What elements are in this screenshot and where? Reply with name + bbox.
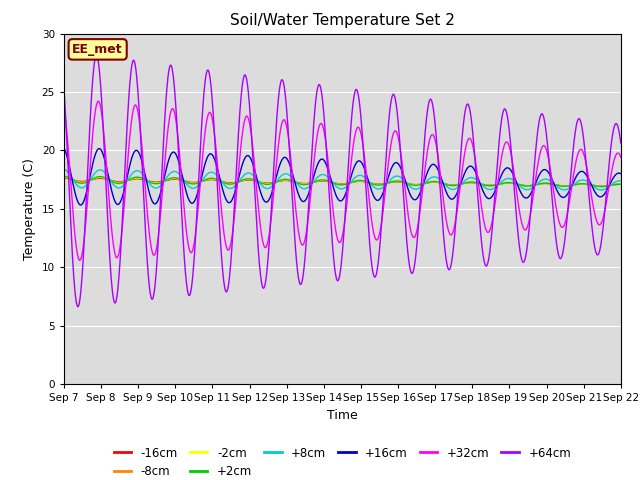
Line: -8cm: -8cm: [64, 177, 621, 186]
+16cm: [216, 174, 223, 180]
+32cm: [371, 235, 379, 240]
+32cm: [359, 142, 367, 148]
-2cm: [358, 178, 366, 184]
-8cm: [504, 180, 512, 186]
+32cm: [505, 142, 513, 147]
-16cm: [504, 180, 512, 186]
-16cm: [60, 175, 68, 181]
+64cm: [60, 86, 68, 92]
+64cm: [505, 122, 513, 128]
+2cm: [598, 184, 605, 190]
+32cm: [76, 257, 84, 263]
-16cm: [371, 181, 378, 187]
+64cm: [617, 140, 625, 146]
+2cm: [504, 180, 512, 185]
-8cm: [583, 181, 591, 187]
Text: EE_met: EE_met: [72, 43, 123, 56]
-16cm: [583, 181, 591, 187]
+32cm: [95, 98, 102, 104]
+64cm: [584, 176, 591, 181]
+64cm: [371, 274, 379, 280]
-16cm: [216, 178, 223, 184]
+8cm: [617, 178, 625, 184]
-2cm: [617, 181, 625, 187]
Line: +64cm: +64cm: [64, 55, 621, 307]
Title: Soil/Water Temperature Set 2: Soil/Water Temperature Set 2: [230, 13, 455, 28]
-8cm: [216, 178, 223, 183]
+64cm: [359, 140, 367, 146]
+2cm: [216, 178, 223, 183]
+8cm: [60, 167, 68, 172]
-8cm: [371, 181, 378, 187]
-8cm: [598, 183, 605, 189]
-2cm: [216, 178, 223, 183]
+64cm: [93, 52, 100, 58]
-2cm: [583, 181, 591, 187]
+16cm: [371, 195, 379, 201]
X-axis label: Time: Time: [327, 408, 358, 421]
+64cm: [568, 158, 576, 164]
+32cm: [60, 104, 68, 109]
-2cm: [568, 182, 575, 188]
+8cm: [583, 179, 591, 184]
-16cm: [568, 182, 575, 188]
+16cm: [504, 165, 512, 171]
+8cm: [371, 185, 378, 191]
Line: +8cm: +8cm: [64, 169, 621, 190]
+64cm: [216, 227, 223, 233]
+16cm: [60, 145, 68, 151]
+32cm: [584, 168, 591, 174]
+8cm: [568, 183, 575, 189]
+16cm: [359, 162, 367, 168]
-2cm: [504, 180, 512, 186]
-2cm: [371, 181, 378, 187]
-2cm: [60, 174, 68, 180]
+16cm: [77, 202, 84, 208]
Line: +16cm: +16cm: [64, 148, 621, 205]
+8cm: [358, 173, 366, 179]
+8cm: [216, 175, 223, 181]
+2cm: [617, 181, 625, 187]
-8cm: [568, 182, 575, 188]
+2cm: [583, 181, 591, 187]
+2cm: [371, 181, 378, 187]
-2cm: [598, 183, 605, 189]
-16cm: [598, 183, 605, 189]
+64cm: [74, 304, 82, 310]
+2cm: [60, 173, 68, 179]
Line: -16cm: -16cm: [64, 178, 621, 186]
Line: +32cm: +32cm: [64, 101, 621, 260]
-8cm: [60, 174, 68, 180]
+32cm: [216, 188, 223, 194]
-16cm: [358, 179, 366, 184]
-16cm: [617, 181, 625, 187]
Line: +2cm: +2cm: [64, 176, 621, 187]
+2cm: [568, 182, 575, 188]
-8cm: [358, 178, 366, 184]
+32cm: [617, 154, 625, 160]
Y-axis label: Temperature (C): Temperature (C): [23, 158, 36, 260]
+16cm: [584, 174, 591, 180]
+8cm: [504, 176, 512, 181]
+2cm: [358, 178, 366, 183]
+8cm: [598, 187, 605, 193]
Line: -2cm: -2cm: [64, 177, 621, 186]
+16cm: [617, 171, 625, 177]
-8cm: [617, 181, 625, 187]
+32cm: [568, 182, 576, 188]
+16cm: [568, 183, 575, 189]
Legend: -16cm, -8cm, -2cm, +2cm, +8cm, +16cm, +32cm, +64cm: -16cm, -8cm, -2cm, +2cm, +8cm, +16cm, +3…: [109, 442, 576, 480]
